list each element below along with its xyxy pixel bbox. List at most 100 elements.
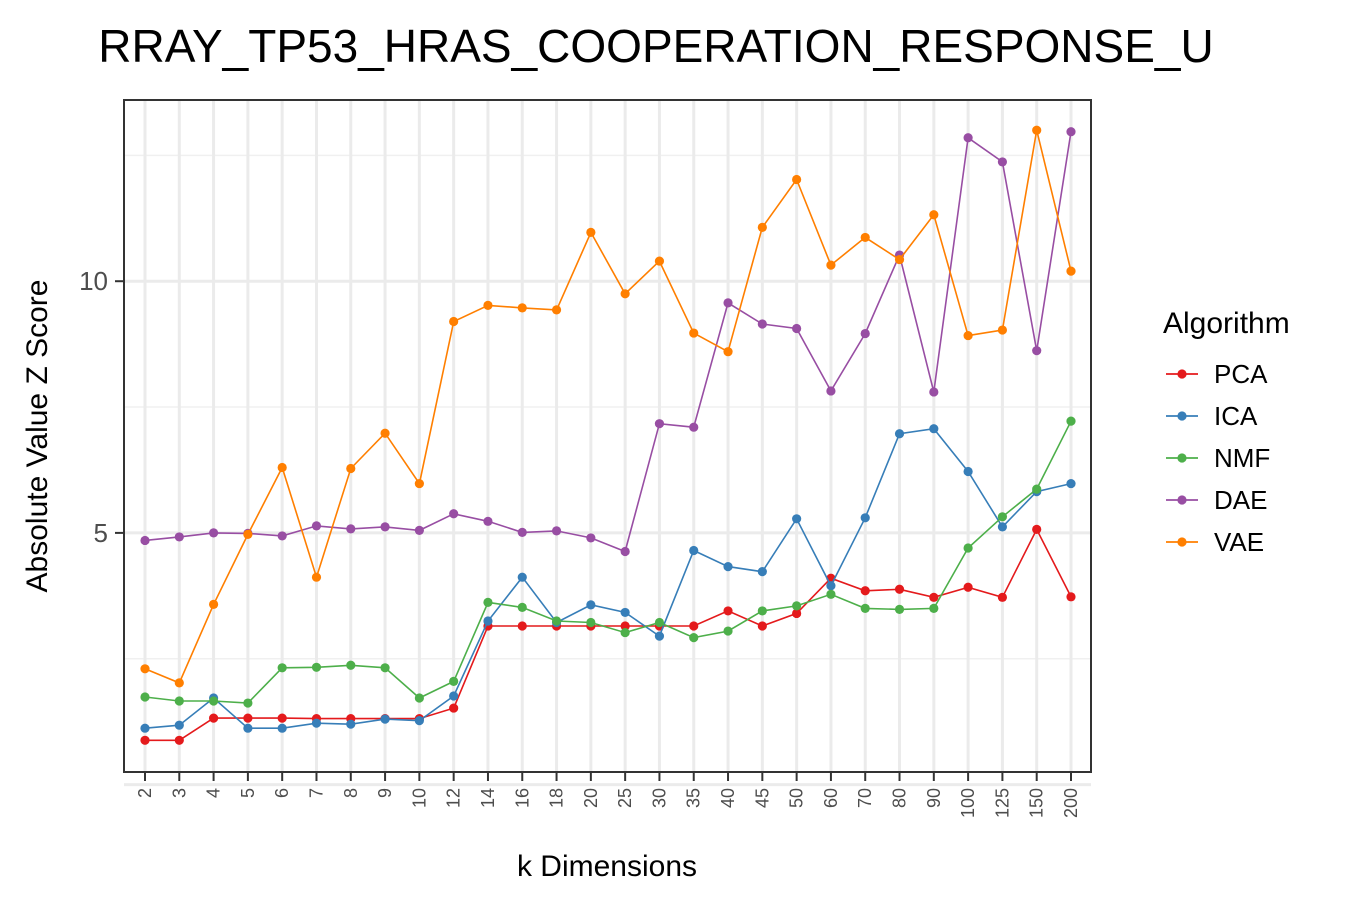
legend-item-nmf: NMF	[1166, 443, 1270, 473]
data-point	[380, 428, 390, 438]
legend-key-point	[1177, 495, 1187, 505]
x-tick-label: 200	[1061, 788, 1081, 818]
data-point	[517, 303, 527, 313]
data-point	[792, 514, 802, 524]
data-point	[963, 543, 973, 553]
data-point	[174, 735, 184, 745]
x-tick-label: 8	[341, 788, 361, 798]
data-point	[894, 254, 905, 265]
data-point	[620, 621, 630, 631]
legend-item-ica: ICA	[1166, 401, 1258, 431]
chart-title: RRAY_TP53_HRAS_COOPERATION_RESPONSE_U	[98, 20, 1213, 72]
data-point	[929, 210, 939, 220]
x-tick-label: 18	[547, 788, 567, 808]
data-point	[517, 572, 527, 582]
data-point	[689, 545, 699, 556]
data-point	[997, 157, 1008, 167]
data-point	[1032, 524, 1042, 534]
data-point	[243, 713, 253, 723]
legend-title: Algorithm	[1163, 307, 1290, 340]
data-point	[586, 533, 596, 543]
data-point	[483, 597, 493, 607]
data-point	[689, 328, 699, 338]
data-point	[277, 462, 287, 473]
data-point	[140, 723, 150, 733]
data-point	[929, 592, 939, 602]
data-point	[894, 604, 905, 615]
data-point	[963, 133, 973, 143]
legend-label: VAE	[1214, 527, 1264, 557]
data-point	[586, 227, 596, 237]
series-dae	[140, 127, 1076, 557]
data-point	[208, 696, 219, 706]
data-point	[620, 289, 630, 299]
data-point	[929, 603, 939, 614]
legend-label: NMF	[1214, 443, 1270, 473]
data-point	[380, 663, 390, 673]
data-point	[174, 678, 184, 688]
series-line-nmf	[144, 420, 1072, 704]
data-point	[346, 660, 356, 670]
data-point	[826, 260, 836, 270]
data-point	[414, 693, 424, 703]
data-point	[277, 723, 287, 733]
data-point	[277, 663, 287, 673]
x-tick-label: 35	[684, 788, 704, 808]
data-point	[483, 300, 493, 310]
data-point	[654, 419, 665, 429]
data-point	[1032, 125, 1042, 135]
series-layer	[140, 125, 1076, 745]
data-point	[1066, 416, 1076, 426]
x-tick-label: 5	[238, 788, 258, 798]
y-tick-label: 10	[79, 266, 108, 296]
data-point	[140, 664, 150, 674]
x-tick-label: 60	[821, 788, 841, 808]
data-point	[346, 463, 356, 474]
data-point	[174, 696, 184, 706]
legend-item-dae: DAE	[1166, 485, 1267, 515]
data-point	[997, 592, 1008, 602]
x-tick-label: 3	[169, 788, 189, 798]
data-point	[174, 720, 184, 730]
data-point	[963, 466, 973, 477]
x-tick-label: 80	[890, 788, 910, 808]
data-point	[620, 546, 630, 557]
data-point	[551, 526, 562, 536]
x-tick-label: 40	[718, 788, 738, 808]
data-point	[860, 232, 870, 243]
data-point	[517, 621, 527, 631]
series-line-ica	[144, 427, 1072, 730]
data-point	[140, 735, 150, 745]
legend: Algorithm PCA ICA NMF DAE VAE	[1163, 307, 1290, 557]
x-tick-label: 20	[581, 788, 601, 808]
data-point	[208, 599, 219, 609]
data-point	[414, 716, 424, 726]
legend-key-point	[1177, 453, 1187, 463]
x-tick-label: 2	[135, 788, 155, 798]
data-point	[551, 616, 562, 626]
data-point	[140, 535, 150, 546]
data-point	[586, 617, 596, 628]
x-tick-label: 25	[615, 788, 635, 808]
data-point	[1066, 478, 1076, 489]
x-tick-label: 70	[855, 788, 875, 808]
legend-key-point	[1177, 411, 1187, 421]
x-tick-label: 16	[512, 788, 532, 808]
data-point	[963, 330, 973, 341]
data-point	[894, 584, 905, 594]
x-tick-label: 7	[306, 788, 326, 798]
data-point	[1032, 484, 1042, 494]
data-point	[757, 567, 767, 577]
data-point	[826, 386, 836, 396]
x-tick-label: 6	[272, 788, 292, 798]
data-point	[1066, 127, 1076, 137]
x-tick-label: 9	[375, 788, 395, 798]
y-axis-label: Absolute Value Z Score	[21, 280, 54, 593]
legend-label: ICA	[1214, 401, 1258, 431]
series-pca	[140, 524, 1076, 745]
data-point	[792, 601, 802, 611]
data-point	[311, 662, 322, 672]
series-nmf	[140, 416, 1076, 708]
data-point	[757, 319, 767, 329]
